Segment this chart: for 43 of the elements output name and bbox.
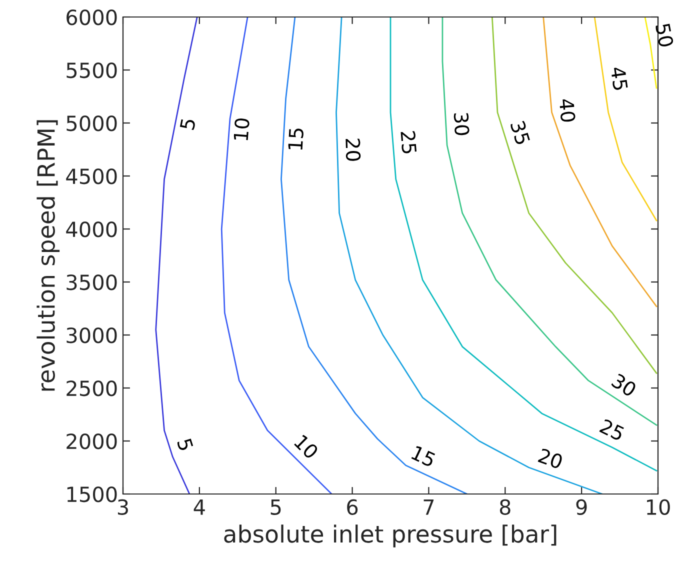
line-series [220, 17, 332, 494]
y-tick-label: 3500 [66, 274, 117, 290]
text: 35 [510, 120, 530, 146]
x-tick-label: 10 [647, 499, 670, 515]
y-tick-label: 6000 [66, 9, 117, 26]
x-axis-title: absolute inlet pressure [bar] [224, 524, 556, 548]
line-series [594, 17, 658, 222]
y-tick-label: 2500 [66, 380, 117, 396]
y-tick-label: 3000 [66, 327, 117, 344]
x-tick-label: 9 [576, 499, 587, 515]
line-series [542, 17, 658, 308]
text: 5 [180, 118, 196, 130]
text: 45 [610, 66, 628, 90]
text: 10 [234, 118, 250, 140]
line-series [491, 17, 658, 374]
y-tick-label: 2000 [66, 433, 117, 450]
text: 20 [538, 448, 564, 470]
text: 20 [346, 138, 361, 162]
text: 10 [294, 434, 320, 460]
text: 15 [410, 445, 436, 468]
text: 40 [559, 98, 576, 122]
y-tick-label: 1500 [67, 486, 117, 502]
text: 30 [610, 372, 638, 398]
x-tick-label: 4 [194, 500, 205, 515]
x-tick-label: 5 [270, 500, 281, 515]
text: 30 [454, 112, 470, 136]
text: 50 [655, 23, 674, 48]
text: 25 [400, 130, 417, 154]
x-tick-label: 7 [424, 500, 434, 515]
y-axis-title: revolution speed [RPM] [36, 120, 60, 391]
y-tick-label: 5000 [66, 115, 117, 132]
y-tick-label: 4000 [66, 221, 117, 238]
y-tick-label: 5500 [66, 62, 117, 78]
text: 5 [176, 438, 194, 452]
line-series [390, 17, 658, 472]
x-tick-label: 8 [500, 499, 510, 515]
line-series [155, 17, 198, 494]
text: 15 [288, 128, 304, 150]
line-series [280, 17, 468, 494]
x-tick-label: 3 [118, 499, 128, 515]
y-tick-label: 4500 [66, 168, 117, 184]
x-tick-label: 6 [347, 499, 358, 515]
text: 25 [599, 418, 625, 442]
